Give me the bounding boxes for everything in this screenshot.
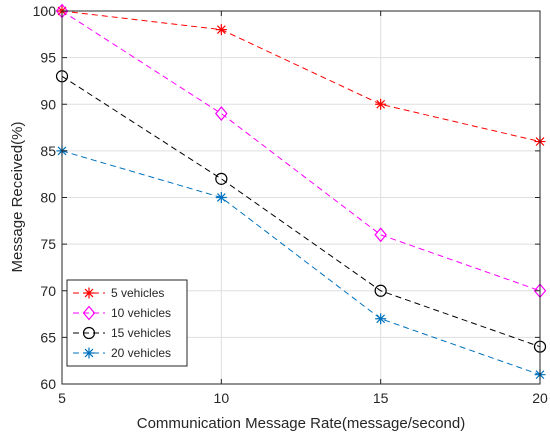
data-point [375,98,387,110]
legend-label: 15 vehicles [111,326,171,340]
legend: 5 vehicles 10 vehicles 15 vehicles 20 vehic… [66,279,188,367]
legend-label: 20 vehicles [111,346,171,360]
legend-marker [82,326,96,340]
series-line-3 [61,75,541,348]
legend-marker [82,305,96,321]
y-tick-label: 85 [40,143,56,159]
legend-marker [83,287,95,299]
legend-label: 10 vehicles [111,306,171,320]
tick-labels: 5 10 15 20 60 65 70 75 80 85 90 95 100 [33,3,548,406]
series-lines [61,10,541,376]
y-tick-label: 60 [40,376,56,392]
y-tick-label: 70 [40,283,56,299]
legend-marker [83,347,95,359]
x-axis-label: Communication Message Rate(message/secon… [137,415,465,432]
x-tick-label: 15 [373,390,389,406]
x-tick-label: 10 [214,390,230,406]
series-line-1 [61,10,541,143]
axis-ticks [61,10,541,385]
y-tick-label: 80 [40,190,56,206]
data-point [375,313,387,325]
data-point [374,284,387,297]
data-point [374,227,387,243]
y-axis-label: Message Received(%) [9,122,26,273]
legend-label: 5 vehicles [111,286,164,300]
series-line-4 [61,150,541,376]
y-tick-label: 95 [40,50,56,66]
data-point [215,106,228,122]
data-point [215,24,227,36]
x-tick-label: 20 [532,390,548,406]
y-tick-label: 65 [40,329,56,345]
y-tick-label: 75 [40,236,56,252]
data-point [215,192,227,203]
data-point [215,172,228,185]
series-line-2 [61,10,541,292]
y-tick-label: 90 [40,96,56,112]
y-tick-label: 100 [33,3,57,19]
x-tick-label: 5 [58,390,66,406]
